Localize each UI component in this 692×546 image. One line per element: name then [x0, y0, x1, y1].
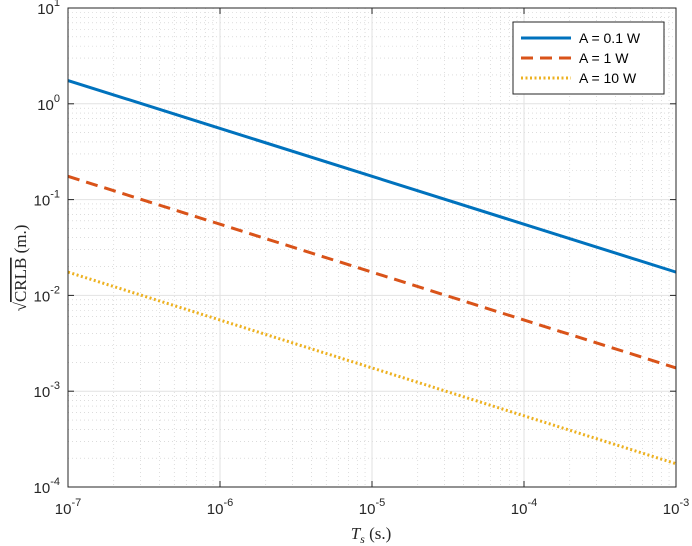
x-tick-label: 10-6	[207, 497, 233, 518]
x-tick-label: 10-7	[55, 497, 81, 518]
legend-box	[512, 21, 665, 95]
x-tick-label: 10-5	[359, 497, 385, 518]
series-line	[67, 270, 677, 466]
legend-label: A = 0.1 W	[579, 30, 641, 46]
legend-label: A = 10 W	[579, 70, 637, 86]
legend-label: A = 1 W	[579, 50, 629, 66]
x-axis-label-sub: s	[360, 532, 365, 546]
x-tick-label: 10-4	[511, 497, 537, 518]
y-tick-label: 10-2	[34, 284, 60, 305]
series-layer	[67, 79, 677, 466]
x-axis-label-rest: (s.)	[365, 524, 391, 543]
x-axis-label-main: T	[351, 524, 362, 543]
y-tick-label: 10-3	[34, 380, 60, 401]
legend: A = 0.1 W A = 1 W A = 10 W	[512, 21, 665, 95]
x-axis-label: Ts (s.)	[351, 524, 392, 546]
y-tick-label: 101	[37, 0, 60, 18]
y-axis-label-rest: (m.)	[11, 225, 30, 258]
y-tick-label: 10-1	[34, 189, 60, 210]
series-line	[67, 79, 677, 274]
y-axis-label-radical: √	[11, 301, 30, 311]
axes	[67, 7, 677, 488]
y-axis-label-main: CRLB	[11, 258, 30, 302]
y-tick-label: 10-4	[34, 476, 60, 497]
series-line	[67, 174, 677, 370]
grid	[67, 7, 677, 488]
y-tick-label: 100	[37, 93, 60, 114]
tick-labels: 10-7 10-6 10-5 10-4 10-3 10-4 10-3 10-2 10-1 100 1…	[34, 0, 690, 518]
x-tick-label: 10-3	[663, 497, 689, 518]
y-axis-label: √CRLB (m.)	[11, 225, 30, 312]
